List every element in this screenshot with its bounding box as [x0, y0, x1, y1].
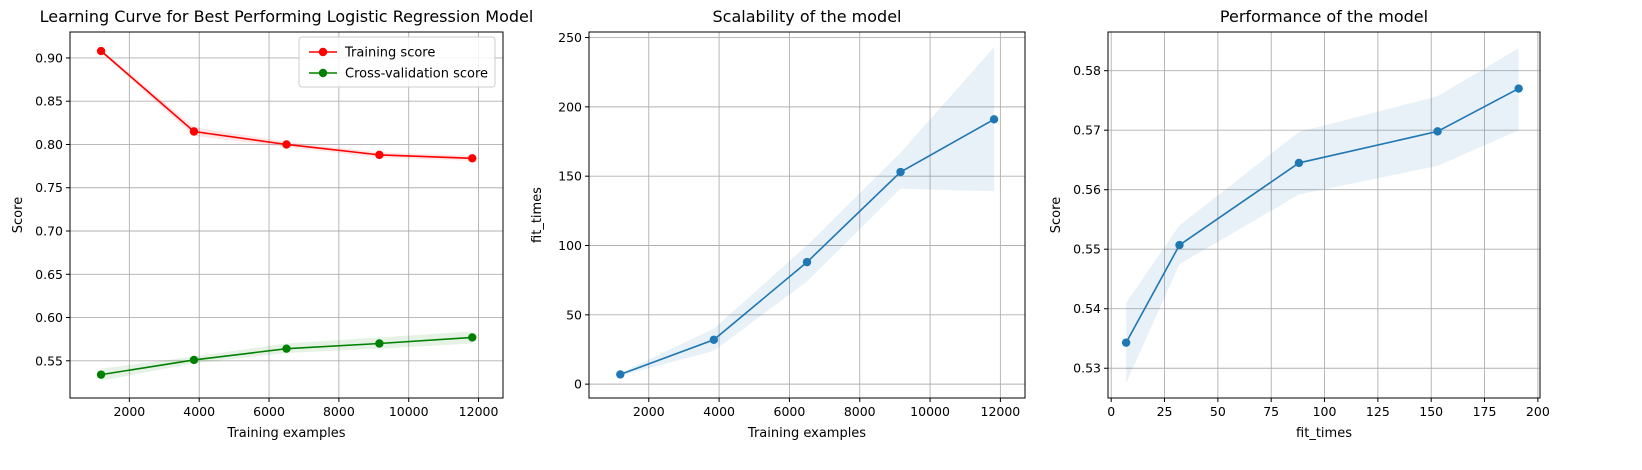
y-tick-label: 0.90 [35, 50, 63, 65]
y-tick-label: 0.80 [35, 137, 63, 152]
chart-panel-2: 2000 4000 6000 8000 10000 12000 0 50 100 150 200 25… [530, 7, 1026, 441]
x-axis-label: Training examples [747, 426, 866, 441]
legend: Training score Cross-validation score [298, 36, 496, 88]
y-tick-label: 0.65 [35, 267, 63, 282]
legend-box [298, 36, 496, 88]
y-tick-label: 150 [558, 169, 582, 184]
y-tick-label: 0.57 [1073, 123, 1101, 138]
y-axis-label: fit_times [530, 187, 545, 243]
y-tick-label: 0.55 [1073, 242, 1101, 257]
data-point [1514, 84, 1523, 93]
y-tick-label: 0.85 [35, 94, 63, 109]
plot-frame [69, 31, 504, 399]
x-tick-label: 175 [1473, 404, 1497, 419]
x-tick-label: 25 [1157, 404, 1173, 419]
x-tick-label: 2000 [633, 404, 665, 419]
y-tick-label: 0.70 [35, 224, 63, 239]
x-tick-label: 4000 [183, 404, 215, 419]
x-tick-label: 100 [1313, 404, 1337, 419]
legend-entry-label: Cross-validation score [345, 67, 488, 82]
data-point [96, 370, 106, 379]
y-tick-label: 200 [558, 99, 582, 114]
data-point [1294, 158, 1304, 168]
data-point [989, 115, 999, 124]
y-axis-label: Score [11, 197, 26, 233]
data-point [468, 154, 477, 163]
x-axis-label: fit_times [1296, 426, 1352, 441]
y-tick-label: 0.60 [35, 310, 63, 325]
data-point [375, 339, 384, 348]
x-tick-label: 4000 [703, 404, 735, 419]
x-tick-label: 0 [1107, 404, 1115, 419]
confidence-band-series-1 [620, 47, 995, 376]
confidence-band-series-1 [1126, 48, 1519, 384]
data-point [189, 127, 199, 136]
data-point [709, 335, 719, 344]
x-tick-label: 75 [1263, 404, 1279, 419]
y-tick-label: 0 [574, 377, 582, 392]
y-tick-label: 0.56 [1073, 182, 1101, 197]
data-point [96, 46, 106, 56]
x-tick-label: 125 [1366, 404, 1390, 419]
y-tick-label: 0.53 [1073, 361, 1101, 376]
y-tick-label: 0.58 [1073, 63, 1101, 78]
x-tick-label: 10000 [389, 404, 429, 419]
data-point [1121, 338, 1131, 347]
y-tick-label: 50 [566, 307, 582, 322]
legend-entry-label: Training score [344, 46, 435, 61]
data-point [1433, 127, 1442, 136]
legend-marker-swatch [318, 47, 328, 57]
x-tick-label: 10000 [910, 404, 950, 419]
data-point [1175, 240, 1184, 250]
y-tick-label: 250 [558, 30, 582, 45]
x-tick-label: 50 [1210, 404, 1226, 419]
confidence-band-series-2 [101, 331, 473, 381]
x-tick-label: 150 [1419, 404, 1443, 419]
y-axis-label: Score [1049, 197, 1064, 233]
x-tick-label: 6000 [774, 404, 806, 419]
y-tick-label: 0.55 [35, 353, 63, 368]
data-point [282, 140, 291, 149]
x-tick-label: 200 [1526, 404, 1550, 419]
data-point [616, 370, 625, 379]
legend-marker-swatch [318, 68, 328, 78]
x-axis-label: Training examples [226, 426, 345, 441]
x-tick-label: 12000 [981, 404, 1021, 419]
chart-panel-1: 2000 4000 6000 8000 10000 12000 0.55 0.60 0.65 0.… [11, 7, 533, 441]
data-point [375, 150, 384, 160]
plot-frame [588, 31, 1026, 399]
data-point [282, 344, 291, 353]
chart-panel-3: 0 25 50 75 100 125 150 175 200 0.53 0.54 0.55 0.56 0.… [1049, 7, 1550, 441]
x-tick-label: 6000 [253, 404, 285, 419]
y-tick-label: 100 [558, 238, 582, 253]
data-point [802, 257, 812, 267]
chart-title: Performance of the model [1220, 7, 1428, 26]
y-tick-label: 0.75 [35, 180, 63, 195]
x-tick-label: 12000 [459, 404, 499, 419]
x-tick-label: 8000 [323, 404, 355, 419]
chart-title: Scalability of the model [713, 7, 902, 26]
data-point [896, 167, 905, 177]
x-tick-label: 2000 [113, 404, 145, 419]
plot-frame [1107, 31, 1541, 399]
chart-title: Learning Curve for Best Performing Logis… [40, 7, 534, 26]
y-tick-label: 0.54 [1073, 301, 1101, 316]
x-tick-label: 8000 [844, 404, 876, 419]
data-point [189, 355, 199, 365]
data-point [468, 333, 477, 342]
